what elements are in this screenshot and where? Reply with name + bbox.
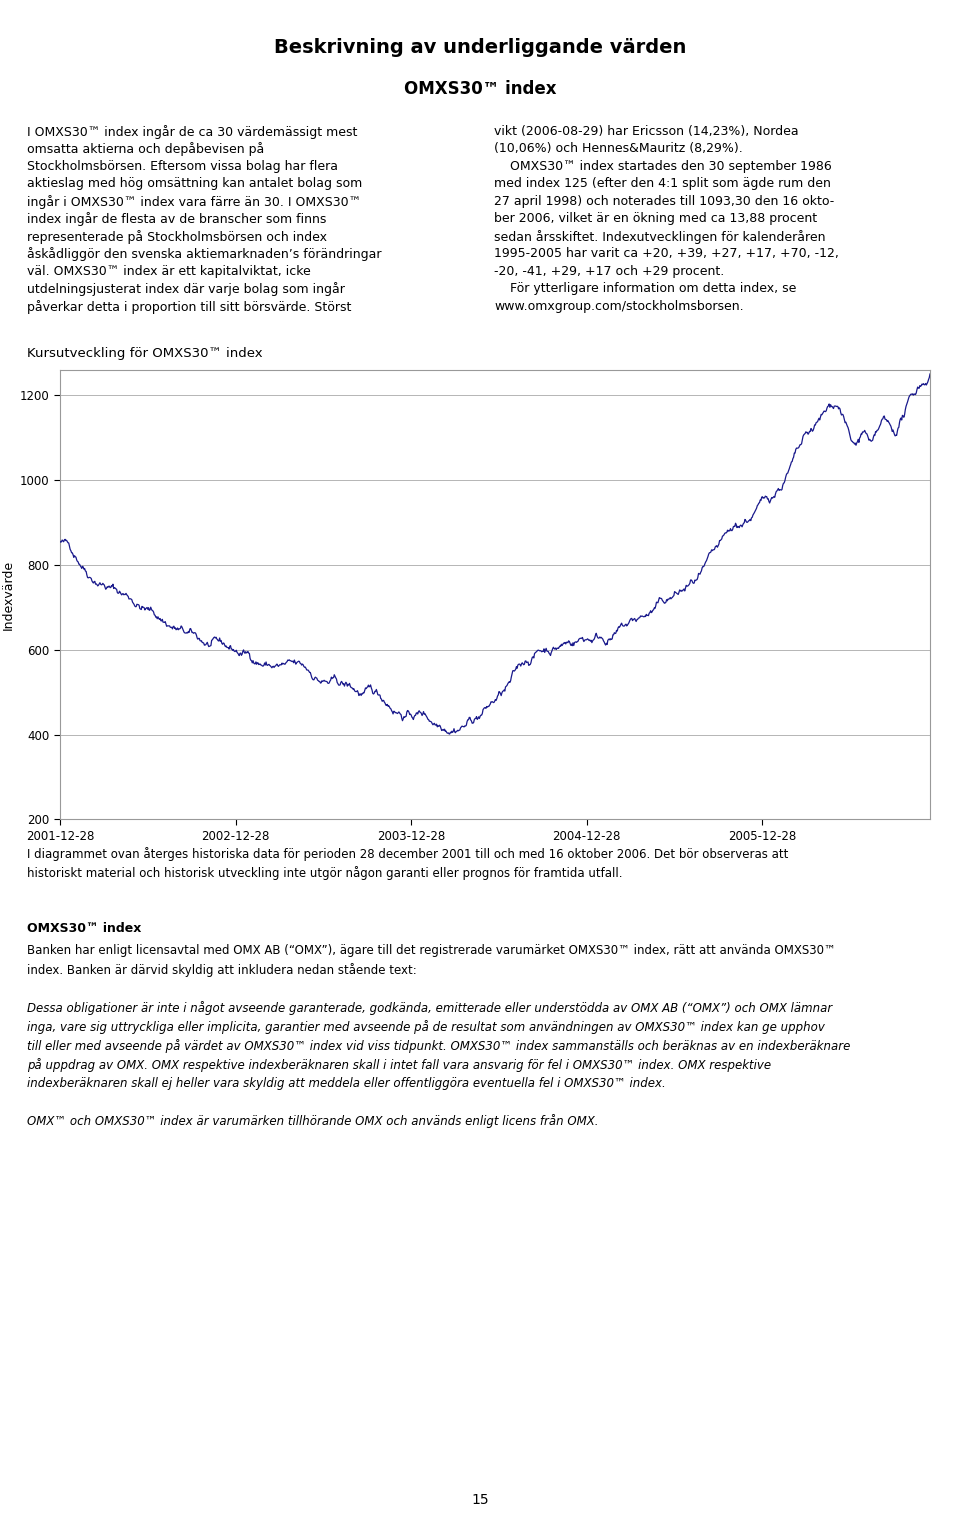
Text: OMXS30™ index: OMXS30™ index (404, 80, 556, 98)
Y-axis label: Indexvärde: Indexvärde (1, 559, 14, 630)
Text: 27 april 1998) och noterades till 1093,30 den 16 okto-: 27 april 1998) och noterades till 1093,3… (494, 195, 834, 208)
Text: indexberäknaren skall ej heller vara skyldig att meddela eller offentliggöra eve: indexberäknaren skall ej heller vara sky… (27, 1077, 665, 1091)
Text: utdelningsjusterat index där varje bolag som ingår: utdelningsjusterat index där varje bolag… (27, 282, 345, 297)
Text: För ytterligare information om detta index, se: För ytterligare information om detta ind… (494, 282, 797, 296)
Text: väl. OMXS30™ index är ett kapitalviktat, icke: väl. OMXS30™ index är ett kapitalviktat,… (27, 265, 311, 277)
Text: historiskt material och historisk utveckling inte utgör någon garanti eller prog: historiskt material och historisk utveck… (27, 867, 622, 881)
Text: representerade på Stockholmsbörsen och index: representerade på Stockholmsbörsen och i… (27, 230, 326, 244)
Text: vikt (2006-08-29) har Ericsson (14,23%), Nordea: vikt (2006-08-29) har Ericsson (14,23%),… (494, 126, 799, 138)
Text: Stockholmsbörsen. Eftersom vissa bolag har flera: Stockholmsbörsen. Eftersom vissa bolag h… (27, 159, 338, 173)
Text: OMX™ och OMXS30™ index är varumärken tillhörande OMX och används enligt licens f: OMX™ och OMXS30™ index är varumärken til… (27, 1114, 598, 1129)
Text: sedan årsskiftet. Indexutvecklingen för kalenderåren: sedan årsskiftet. Indexutvecklingen för … (494, 230, 826, 244)
Text: Banken har enligt licensavtal med OMX AB (“OMX”), ägare till det registrerade va: Banken har enligt licensavtal med OMX AB… (27, 945, 835, 958)
Text: OMXS30™ index: OMXS30™ index (27, 922, 141, 936)
Text: ingår i OMXS30™ index vara färre än 30. I OMXS30™: ingår i OMXS30™ index vara färre än 30. … (27, 195, 361, 208)
Text: www.omxgroup.com/stockholmsborsen.: www.omxgroup.com/stockholmsborsen. (494, 300, 744, 313)
Text: -20, -41, +29, +17 och +29 procent.: -20, -41, +29, +17 och +29 procent. (494, 265, 725, 277)
Text: till eller med avseende på värdet av OMXS30™ index vid viss tidpunkt. OMXS30™ in: till eller med avseende på värdet av OMX… (27, 1040, 851, 1054)
Text: inga, vare sig uttryckliga eller implicita, garantier med avseende på de resulta: inga, vare sig uttryckliga eller implici… (27, 1020, 825, 1034)
Text: index ingår de flesta av de branscher som finns: index ingår de flesta av de branscher so… (27, 213, 326, 227)
Text: ber 2006, vilket är en ökning med ca 13,88 procent: ber 2006, vilket är en ökning med ca 13,… (494, 213, 818, 225)
Text: med index 125 (efter den 4:1 split som ägde rum den: med index 125 (efter den 4:1 split som ä… (494, 178, 831, 190)
Text: OMXS30™ index startades den 30 september 1986: OMXS30™ index startades den 30 september… (494, 159, 832, 173)
Text: (10,06%) och Hennes&Mauritz (8,29%).: (10,06%) och Hennes&Mauritz (8,29%). (494, 142, 743, 156)
Text: påverkar detta i proportion till sitt börsvärde. Störst: påverkar detta i proportion till sitt bö… (27, 300, 351, 314)
Text: omsatta aktierna och depåbevisen på: omsatta aktierna och depåbevisen på (27, 142, 264, 156)
Text: I diagrammet ovan återges historiska data för perioden 28 december 2001 till och: I diagrammet ovan återges historiska dat… (27, 847, 788, 861)
Text: Beskrivning av underliggande värden: Beskrivning av underliggande värden (274, 38, 686, 57)
Text: Kursutveckling för OMXS30™ index: Kursutveckling för OMXS30™ index (27, 348, 262, 360)
Text: 1995-2005 har varit ca +20, +39, +27, +17, +70, -12,: 1995-2005 har varit ca +20, +39, +27, +1… (494, 248, 839, 260)
Text: index. Banken är därvid skyldig att inkludera nedan stående text:: index. Banken är därvid skyldig att inkl… (27, 964, 417, 977)
Text: på uppdrag av OMX. OMX respektive indexberäknaren skall i intet fall vara ansvar: på uppdrag av OMX. OMX respektive indexb… (27, 1059, 771, 1072)
Text: aktieslag med hög omsättning kan antalet bolag som: aktieslag med hög omsättning kan antalet… (27, 178, 362, 190)
Text: Dessa obligationer är inte i något avseende garanterade, godkända, emitterade el: Dessa obligationer är inte i något avsee… (27, 1002, 832, 1016)
Text: 15: 15 (471, 1494, 489, 1507)
Text: I OMXS30™ index ingår de ca 30 värdemässigt mest: I OMXS30™ index ingår de ca 30 värdemäss… (27, 126, 357, 139)
Text: åskådliggör den svenska aktiemarknaden’s förändringar: åskådliggör den svenska aktiemarknaden’s… (27, 248, 381, 262)
